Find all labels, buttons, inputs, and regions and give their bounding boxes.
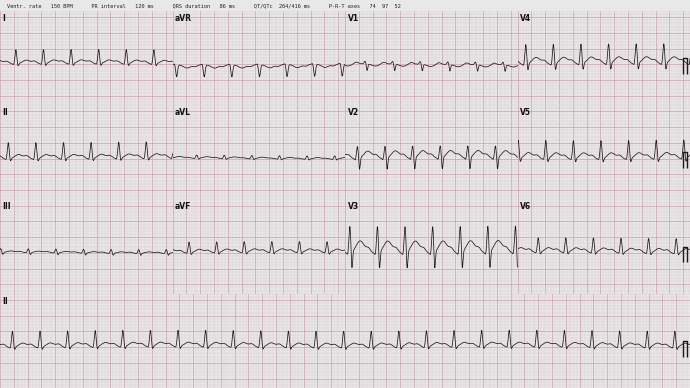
Text: V6: V6 <box>520 202 531 211</box>
Text: aVL: aVL <box>175 108 191 117</box>
Text: V1: V1 <box>348 14 359 23</box>
Text: II: II <box>3 108 8 117</box>
Text: III: III <box>3 202 11 211</box>
Text: V3: V3 <box>348 202 359 211</box>
Text: Ventr. rate   150 BPM      PR interval   120 ms      QRS duration   86 ms      Q: Ventr. rate 150 BPM PR interval 120 ms Q… <box>7 3 401 9</box>
Text: V4: V4 <box>520 14 531 23</box>
Text: aVR: aVR <box>175 14 192 23</box>
Text: aVF: aVF <box>175 202 191 211</box>
Text: I: I <box>3 14 6 23</box>
Text: V5: V5 <box>520 108 531 117</box>
Text: II: II <box>2 296 8 305</box>
Text: V2: V2 <box>348 108 359 117</box>
